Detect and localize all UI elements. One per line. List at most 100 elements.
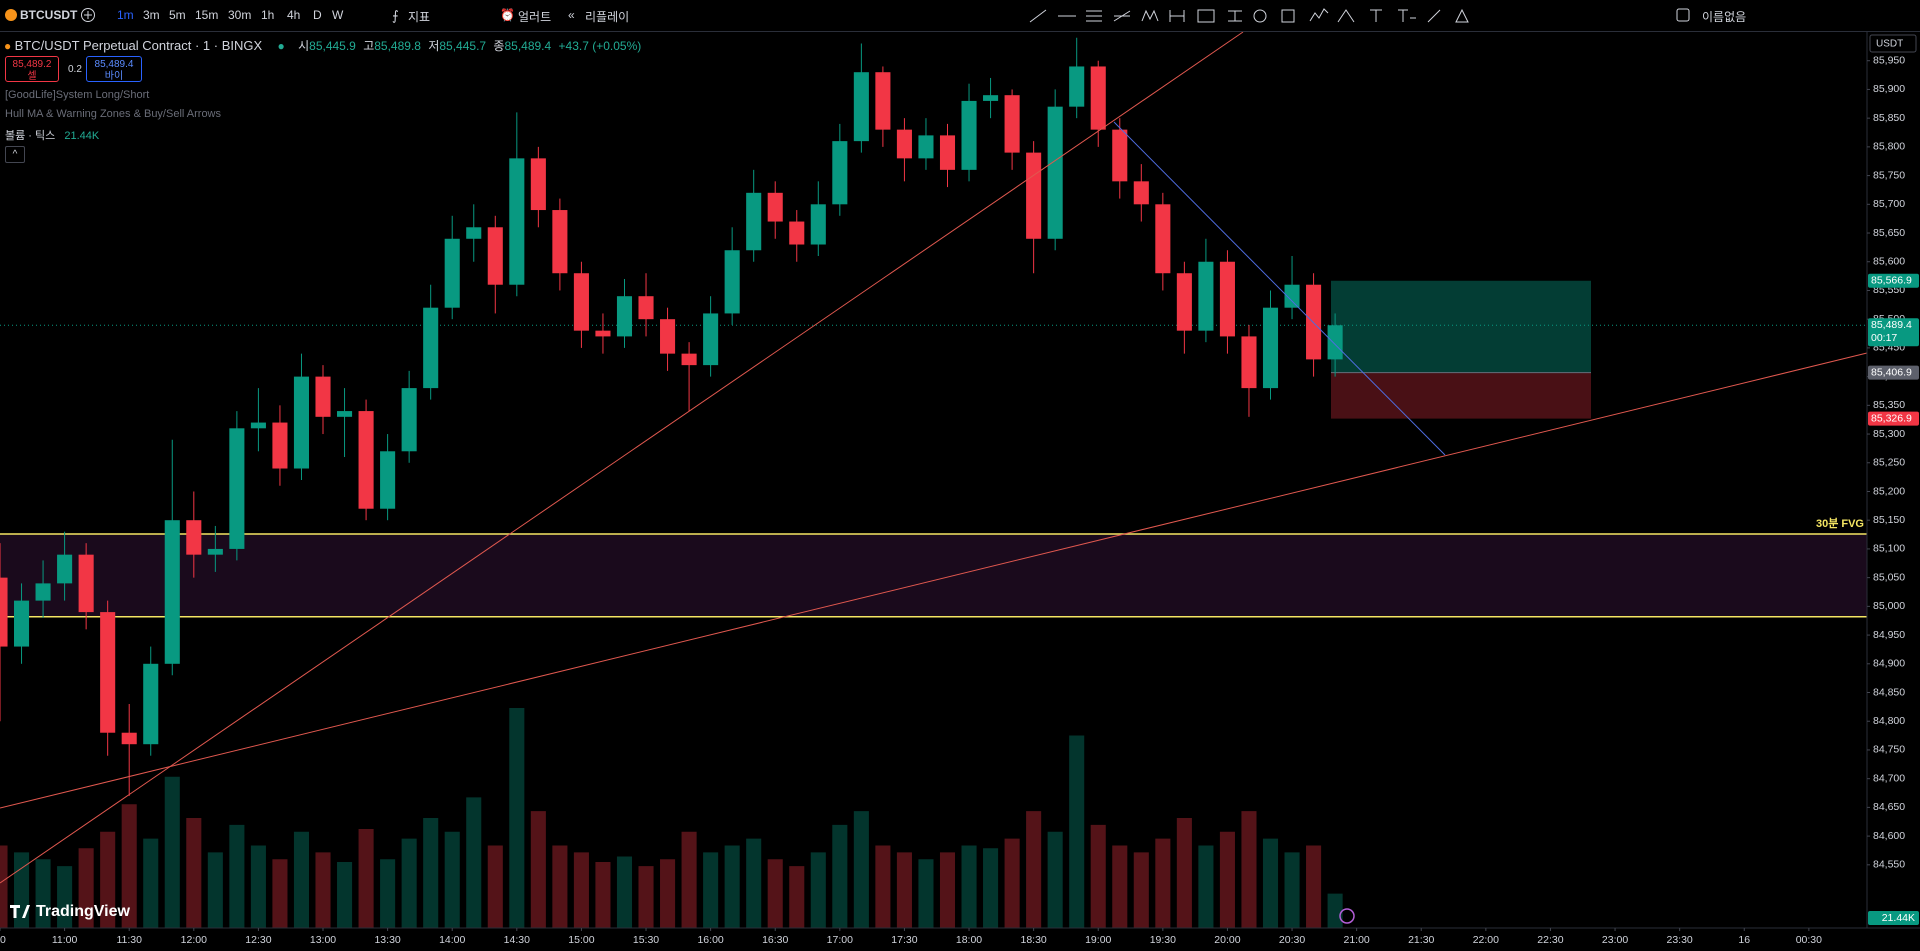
x-tick-label: 18:00 [956,934,982,946]
ohlc-value: 85,489.8 [374,39,421,53]
volume-bar [724,845,740,928]
interval-button[interactable]: 1m [117,8,134,22]
x-tick-label: 16 [1738,934,1750,946]
interval-button[interactable]: 4h [287,8,301,22]
y-tick-label: 84,750 [1873,744,1905,756]
trend-line[interactable] [0,31,1244,884]
ohlc-key: 종 [493,39,505,53]
x-tick-label: 13:30 [374,934,400,946]
volume-bar [1133,852,1149,928]
y-tick-label: 84,700 [1873,772,1905,784]
x-tick-label: 17:00 [827,934,853,946]
candle-body [703,313,719,366]
y-tick-label: 85,000 [1873,600,1905,612]
x-tick-label: 00:30 [1796,934,1822,946]
buy-price: 85,489.4 [94,59,134,70]
trend-line[interactable] [1113,121,1446,456]
candle-body [552,210,568,274]
volume-bar [186,818,202,928]
position-loss [1331,372,1591,419]
collapse-button[interactable]: ^ [5,146,25,163]
layout-button[interactable]: 이름없음 [1702,10,1747,24]
volume-bar [918,859,934,928]
symbol-dot: ● [4,39,12,53]
interval-button[interactable]: 15m [195,8,219,22]
interval-button[interactable]: 1h [261,8,275,22]
candle-body [35,583,51,601]
alert-button[interactable]: 얼러트 [518,10,552,24]
volume-bar [1262,838,1279,928]
candle-body [509,158,525,285]
y-tick-label: 85,300 [1873,428,1905,440]
buy-button[interactable]: 85,489.4 바이 [86,56,142,82]
indicator-legend[interactable]: Hull MA & Warning Zones & Buy/Sell Arrow… [5,108,222,120]
interval-button[interactable]: 30m [228,8,252,22]
status-dot: ● [277,39,285,53]
candle-body [939,135,956,170]
sell-label: 셀 [27,71,37,82]
volume-bar [272,859,288,928]
volume-bar [35,859,51,928]
volume-bar [1026,811,1042,928]
indicator-icon: ⨍ [392,8,399,23]
candle-body [1112,129,1128,182]
y-tick-label: 85,750 [1873,169,1905,181]
candle-body [423,307,439,389]
x-tick-label: 21:00 [1344,934,1370,946]
volume-bar [638,866,654,928]
volume-bar [896,852,912,928]
candle-body [573,273,589,331]
x-tick-label: 23:00 [1602,934,1628,946]
interval-button[interactable]: 3m [143,8,160,22]
x-tick-label: 15:30 [633,934,659,946]
candle-body [466,227,482,239]
y-tick-label: 85,600 [1873,256,1905,268]
layout-icon [1676,8,1690,22]
interval-button[interactable]: 5m [169,8,186,22]
volume-bar [250,845,266,928]
candle-body [1090,66,1106,130]
symbol[interactable]: BTCUSDT [20,8,78,22]
candle-body [487,227,503,285]
volume-bar [810,852,826,928]
x-tick-label: 12:00 [181,934,207,946]
sell-button[interactable]: 85,489.2 셀 [5,56,59,82]
trend-line[interactable] [0,352,1868,809]
volume-bar [961,845,977,928]
volume-bar [1198,845,1214,928]
add-symbol[interactable] [80,7,96,23]
alert-icon[interactable] [1339,908,1355,924]
sell-price: 85,489.2 [12,59,52,70]
candle-body [530,158,546,211]
x-tick-label: 19:30 [1150,934,1176,946]
replay-button[interactable]: 리플레이 [585,10,630,24]
interval-button[interactable]: D [313,8,322,22]
y-tick-label: 85,700 [1873,198,1905,210]
candle-body [638,296,654,320]
currency: USDT [1876,39,1903,50]
candle-body [272,422,288,469]
price-tag-label: 85,566.9 [1871,275,1912,287]
candle-body [616,296,633,337]
candle-body [1069,66,1085,107]
candle-body [832,141,848,205]
volume-legend: 볼륨 · 틱스 21.44K [5,127,99,143]
indicator-legend[interactable]: [GoodLife]System Long/Short [5,89,150,101]
spread: 0.2 [68,64,82,75]
drawing-tools[interactable] [1020,6,1540,26]
indicators-button[interactable]: 지표 [408,10,431,24]
x-tick-label: 14:30 [504,934,530,946]
interval-button[interactable]: W [332,8,344,22]
y-tick-label: 84,800 [1873,715,1905,727]
countdown: 00:17 [1871,332,1897,344]
candle-body [293,376,310,469]
position-profit [1331,280,1591,373]
candle-body [13,600,30,647]
volume-bar [1112,845,1128,928]
candle-body [767,192,783,222]
currency-button[interactable] [1869,34,1917,53]
y-tick-label: 85,950 [1873,54,1905,66]
candle-body [1306,284,1322,360]
y-tick-label: 85,150 [1873,514,1905,526]
x-tick-label: 13:00 [310,934,336,946]
